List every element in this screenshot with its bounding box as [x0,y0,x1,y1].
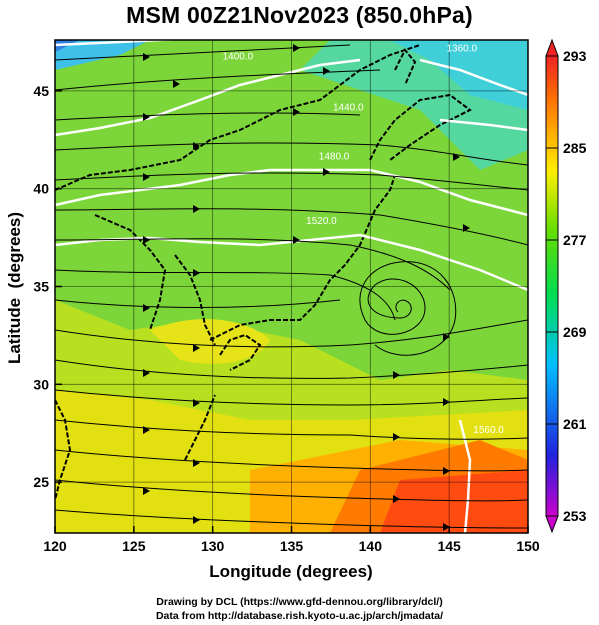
y-tick-label: 45 [33,83,49,99]
map-title: MSM 00Z21Nov2023 (850.0hPa) [126,2,473,28]
x-axis-label: Longitude (degrees) [209,562,372,581]
contour-label: 1520.0 [306,216,337,227]
y-tick-label: 25 [33,474,49,490]
x-tick-label: 145 [437,538,461,554]
colorbar-tick-label: 277 [563,232,587,248]
contour-label: 1480.0 [319,151,350,162]
x-tick-label: 140 [359,538,383,554]
y-axis-label: Latitude (degrees) [5,212,24,364]
y-tick-label: 30 [33,376,49,392]
x-axis-ticks: 120 125 130 135 140 145 150 [43,526,540,554]
x-tick-label: 135 [280,538,304,554]
colorbar-tick-label: 285 [563,140,587,156]
y-tick-label: 35 [33,279,49,295]
colorbar-min-triangle [545,515,559,534]
colorbar-gradient [545,55,559,517]
colorbar: 293 285 277 269 261 253 [545,38,587,534]
y-axis-ticks: 25 30 35 40 45 [33,83,62,490]
y-tick-label: 40 [33,181,49,197]
contour-label: 1440.0 [333,102,364,113]
credit-data-source: Data from http://database.rish.kyoto-u.a… [155,610,444,622]
colorbar-tick-label: 269 [563,324,587,340]
colorbar-tick-label: 293 [563,48,587,64]
colorbar-tick-label: 253 [563,508,587,524]
colorbar-max-triangle [545,38,559,57]
contour-label: 1560.0 [473,425,504,436]
x-tick-label: 125 [122,538,146,554]
credit-dcl: Drawing by DCL (https://www.gfd-dennou.o… [156,596,443,608]
contour-label: 1360.0 [446,44,477,55]
colorbar-tick-label: 261 [563,416,587,432]
wind-streamlines [55,44,528,529]
contour-labels: 1360.0 1400.0 1440.0 1480.0 1520.0 1560.0 [223,44,505,436]
arrowheads [143,44,470,531]
x-tick-label: 130 [201,538,225,554]
contour-label: 1400.0 [223,52,254,63]
x-tick-label: 120 [43,538,67,554]
x-tick-label: 150 [516,538,540,554]
